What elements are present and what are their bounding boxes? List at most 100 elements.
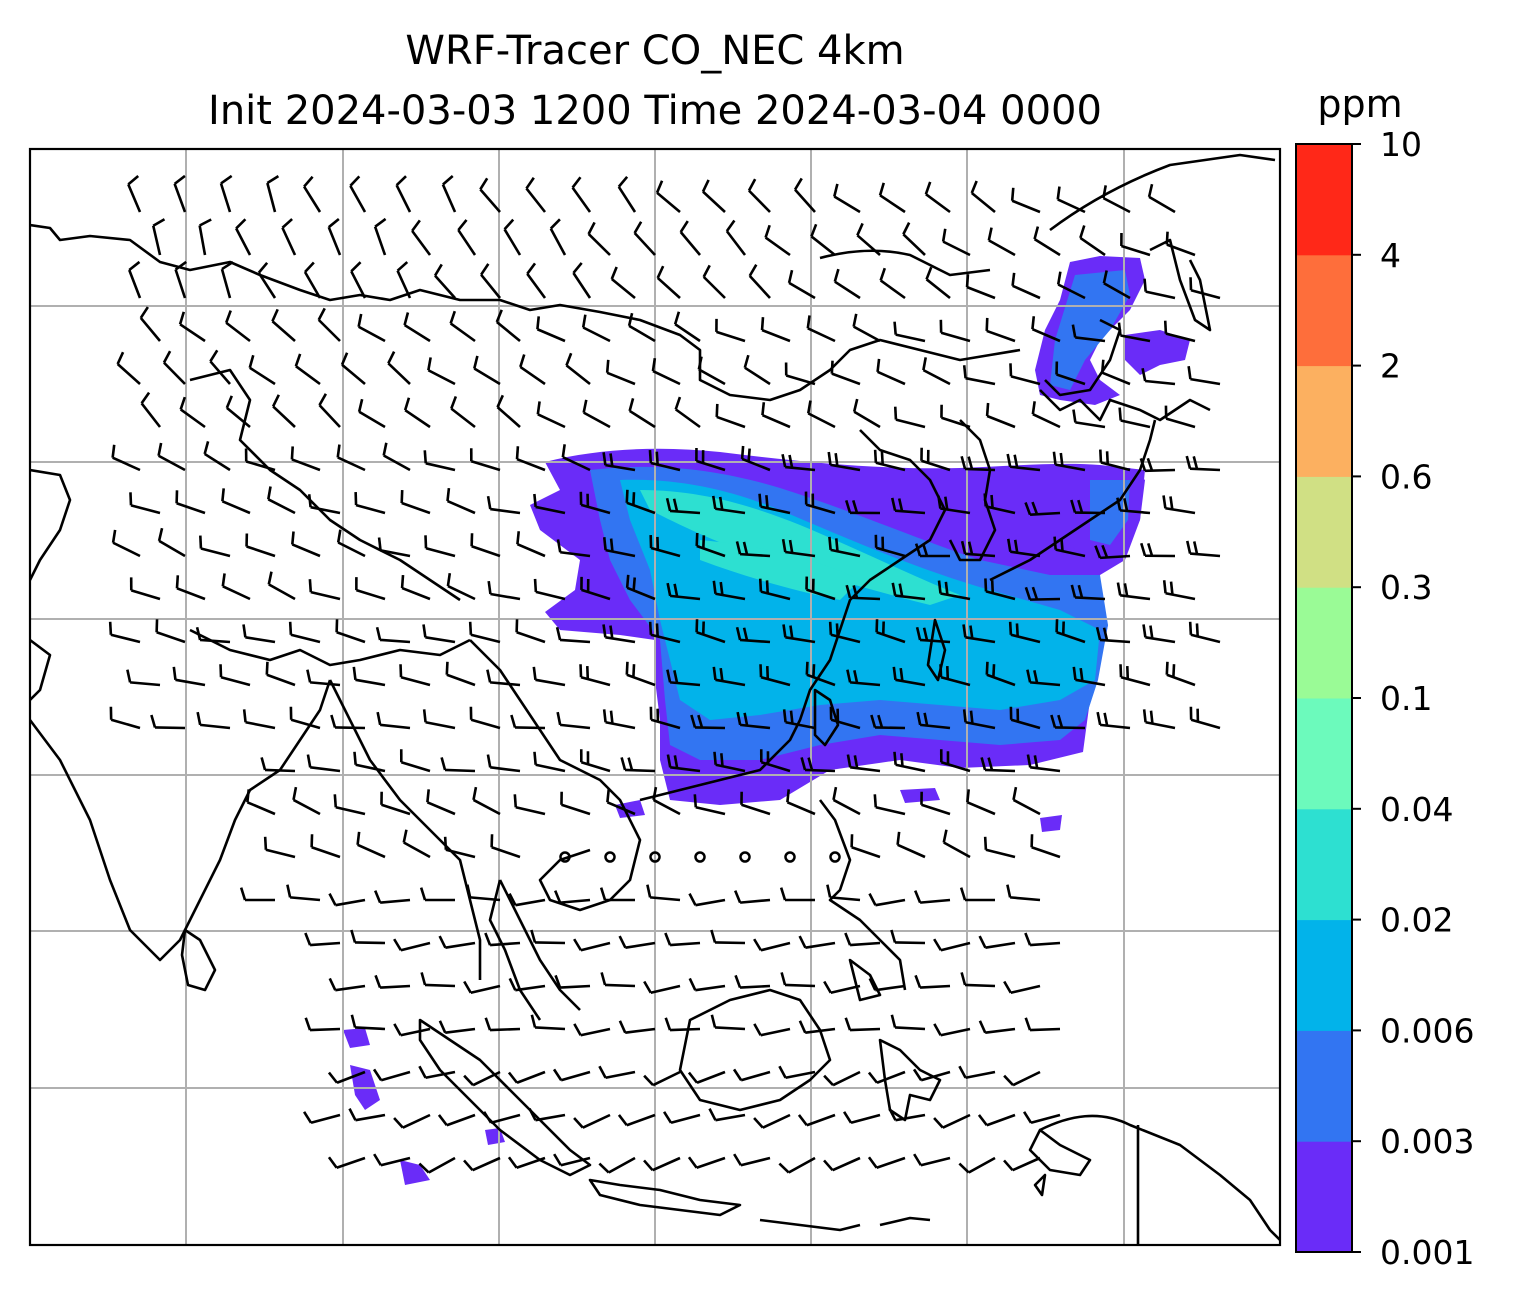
wind-barb — [516, 531, 546, 558]
wind-barb — [422, 709, 456, 730]
wind-barb — [1011, 272, 1041, 300]
wind-barb — [374, 890, 411, 904]
wind-barb — [625, 489, 656, 515]
wind-barb — [513, 794, 546, 816]
wind-barb — [556, 539, 591, 558]
wind-barb — [463, 1070, 501, 1087]
wind-barb — [805, 661, 836, 687]
wind-barb — [1116, 582, 1151, 601]
wind-barb — [572, 262, 592, 299]
wind-barb — [155, 619, 186, 644]
wind-barb — [695, 619, 726, 644]
wind-barb — [306, 669, 341, 687]
wind-barb — [245, 533, 276, 558]
wind-barb — [303, 261, 322, 299]
wind-barb — [373, 1153, 411, 1167]
map-gridlines — [30, 149, 1280, 1245]
wind-barb — [403, 312, 431, 343]
wind-barb — [924, 181, 951, 214]
wind-barb — [260, 757, 296, 773]
wind-barb — [307, 494, 341, 515]
wind-barb — [977, 1113, 1016, 1127]
wind-barb — [985, 317, 1016, 343]
plume-level-0.02b — [700, 540, 860, 600]
wind-barb — [579, 664, 611, 687]
wind-barb — [695, 447, 726, 472]
wind-barb — [753, 938, 791, 952]
wind-barb — [602, 709, 636, 730]
wind-barb — [922, 357, 951, 386]
wind-barb — [892, 666, 926, 687]
wind-barb — [1050, 714, 1086, 730]
plume-level-0.02 — [640, 490, 960, 605]
wind-barb — [402, 829, 431, 859]
wind-barb — [832, 786, 861, 816]
wind-barb — [844, 932, 881, 947]
wind-barb — [140, 391, 162, 428]
wind-barb — [445, 661, 476, 687]
wind-barb — [643, 1070, 681, 1087]
wind-barb — [1006, 884, 1041, 902]
wind-barb — [890, 1014, 926, 1031]
wind-barb — [111, 529, 141, 558]
wind-barb — [1009, 706, 1041, 730]
wind-barb — [715, 318, 746, 343]
plume-patch-s6 — [1040, 815, 1062, 832]
colorbar-tick-label: 0.006 — [1380, 1011, 1474, 1050]
wind-barb — [357, 398, 386, 429]
wind-barb — [702, 264, 726, 299]
wind-barb — [1056, 271, 1086, 300]
wind-barb — [1095, 626, 1131, 644]
wind-barb — [560, 791, 591, 816]
wind-barb — [507, 1156, 546, 1169]
colorbar-segment — [1296, 1030, 1352, 1142]
wind-barb — [617, 1113, 656, 1127]
wind-barb — [530, 1014, 566, 1031]
wind-barb — [116, 351, 141, 385]
wind-barb — [304, 932, 341, 947]
wind-barb — [823, 1070, 861, 1087]
wind-barb — [958, 1065, 996, 1080]
wind-barb — [525, 176, 547, 213]
wind-barb — [579, 491, 611, 515]
wind-barb — [387, 351, 411, 385]
wind-barb — [561, 444, 591, 472]
wind-barb — [662, 1111, 701, 1125]
wind-barb — [556, 711, 591, 730]
wind-barb — [625, 661, 656, 687]
wind-barb — [294, 353, 321, 386]
wind-barb — [605, 359, 636, 386]
wind-barb — [740, 445, 771, 472]
wind-barb — [983, 493, 1016, 515]
wind-barb — [673, 311, 701, 343]
wind-barb — [725, 219, 747, 256]
wind-barb — [328, 977, 366, 992]
wind-barb — [354, 492, 386, 515]
wind-barb — [308, 579, 341, 601]
wind-barb — [1070, 499, 1106, 515]
wind-barb — [759, 749, 791, 773]
wind-barb — [382, 442, 411, 472]
wind-barb — [267, 486, 296, 515]
wind-barb — [219, 174, 233, 213]
wind-barb — [257, 261, 277, 299]
wind-barb — [318, 393, 341, 428]
colorbar-tick-label: 10 — [1380, 125, 1422, 164]
wind-barb — [286, 884, 321, 902]
wind-barb — [655, 180, 681, 213]
wind-barb — [267, 571, 296, 601]
wind-barb — [1163, 320, 1196, 343]
wind-barb — [620, 757, 656, 773]
wind-barb — [340, 352, 366, 385]
wind-barb — [221, 573, 251, 601]
wind-barb — [959, 887, 995, 902]
wind-barb — [581, 314, 611, 343]
colorbar-tick-label: 2 — [1380, 347, 1401, 386]
wind-barb — [1162, 580, 1196, 601]
wind-barb — [221, 488, 251, 515]
wind-barb — [985, 402, 1016, 429]
wind-barb — [1141, 367, 1176, 386]
wind-barb — [433, 263, 456, 299]
wind-barb — [599, 887, 635, 902]
wind-barb — [690, 714, 726, 730]
